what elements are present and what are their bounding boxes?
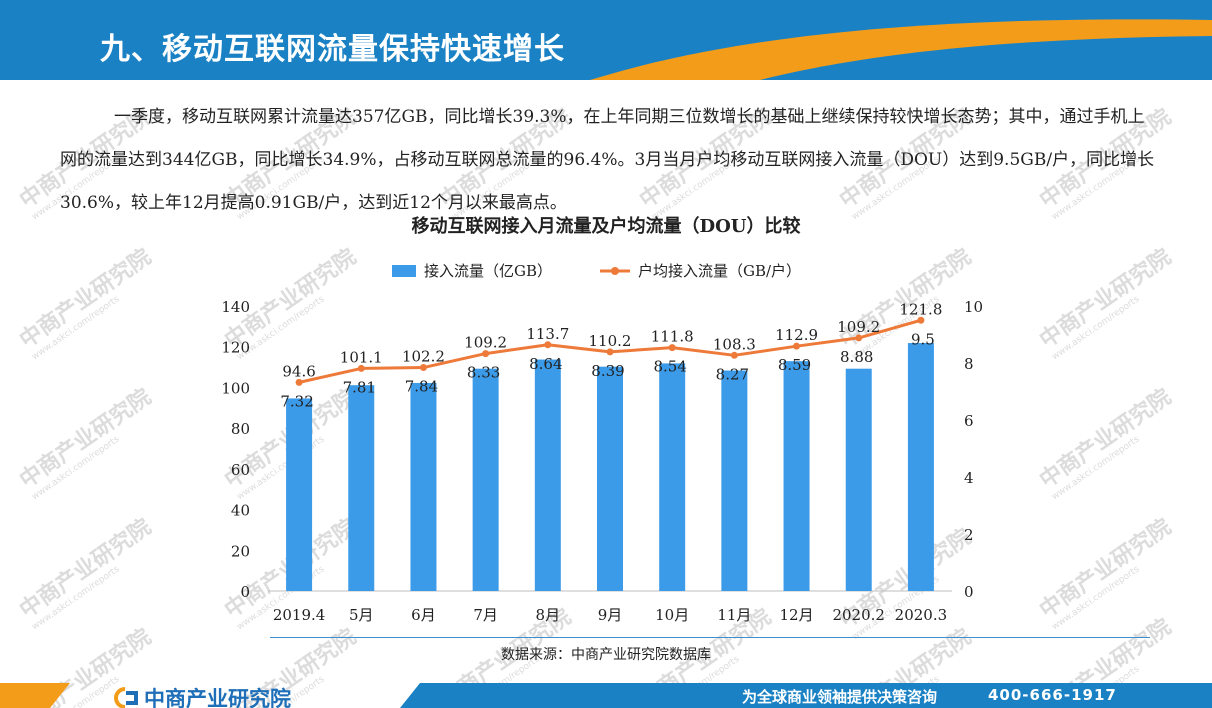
y-right-tick-label: 8	[964, 355, 974, 373]
bar-data-label: 94.6	[282, 362, 315, 380]
line-data-label: 8.88	[840, 348, 873, 366]
x-tick-label: 12月	[779, 606, 813, 624]
x-tick-label: 6月	[411, 606, 436, 624]
legend-item-dou: 户均接入流量（GB/户）	[600, 260, 801, 281]
bar	[534, 359, 561, 591]
x-tick-label: 10月	[655, 606, 689, 624]
line-data-label: 8.39	[591, 362, 624, 380]
line-data-label: 8.59	[778, 356, 811, 374]
x-tick-label: 2020.2	[832, 606, 885, 624]
chart-title: 移动互联网接入月流量及户均流量（DOU）比较	[411, 216, 801, 237]
bar-data-label: 110.2	[589, 332, 632, 350]
bar	[907, 343, 934, 591]
line-point	[793, 342, 801, 350]
x-tick-label: 7月	[473, 606, 498, 624]
bar-data-label: 108.3	[713, 335, 756, 353]
logo-icon	[114, 687, 138, 708]
footer-logo: 中商产业研究院	[112, 683, 291, 708]
bar	[472, 368, 499, 591]
bar	[845, 368, 872, 591]
y-right-tick-label: 0	[964, 583, 974, 601]
page-title: 九、移动互联网流量保持快速增长	[100, 32, 565, 67]
y-left-tick-label: 20	[231, 542, 250, 560]
legend-label-traffic: 接入流量（亿GB）	[424, 262, 553, 280]
line-point	[668, 344, 676, 352]
line-point	[482, 350, 490, 358]
footer-phone: 400-666-1917	[988, 686, 1117, 704]
x-tick-label: 11月	[717, 606, 751, 624]
x-tick-label: 2019.4	[273, 606, 326, 624]
line-point	[357, 364, 365, 372]
line-data-label: 8.64	[529, 355, 562, 373]
bar-data-label: 121.8	[899, 300, 942, 318]
bar	[659, 363, 686, 591]
line-point	[295, 378, 303, 386]
footer-slogan: 为全球商业领袖提供决策咨询	[742, 688, 938, 706]
line-data-label: 7.81	[343, 378, 376, 396]
bar	[783, 361, 810, 591]
bar-data-label: 112.9	[775, 326, 818, 344]
x-tick-label: 8月	[536, 606, 561, 624]
y-right-tick-label: 10	[964, 298, 983, 316]
y-right-tick-label: 6	[964, 412, 974, 430]
y-left-tick-label: 100	[221, 379, 250, 397]
bar	[348, 385, 375, 591]
line-data-label: 8.27	[716, 365, 749, 383]
header-banner: 九、移动互联网流量保持快速增长	[0, 0, 1212, 80]
line-data-label: 7.84	[405, 378, 438, 396]
data-source: 数据来源：中商产业研究院数据库	[501, 647, 711, 663]
bar-data-label: 113.7	[526, 325, 569, 343]
y-right-tick-label: 4	[964, 469, 974, 487]
line-data-label: 9.5	[911, 330, 935, 348]
legend-swatch-bar	[392, 264, 416, 277]
bar	[721, 370, 748, 591]
legend-item-traffic: 接入流量（亿GB）	[392, 260, 552, 281]
bar-data-label: 111.8	[651, 328, 694, 346]
x-tick-label: 5月	[349, 606, 374, 624]
bar	[597, 366, 623, 591]
y-left-tick-label: 0	[240, 583, 250, 601]
y-left-tick-label: 60	[231, 461, 250, 479]
line-point	[606, 348, 614, 356]
bar-data-label: 109.2	[837, 318, 880, 336]
bar	[410, 382, 437, 591]
legend-label-dou: 户均接入流量（GB/户）	[638, 262, 802, 280]
y-left-tick-label: 40	[231, 502, 250, 520]
legend-swatch-line	[600, 266, 630, 275]
x-tick-label: 2020.3	[895, 606, 948, 624]
y-left-tick-label: 120	[221, 339, 250, 357]
line-point	[855, 334, 863, 342]
y-left-tick-label: 80	[231, 420, 250, 438]
header-shape	[0, 0, 1212, 80]
line-data-label: 8.54	[653, 358, 686, 376]
summary-paragraph: 一季度，移动互联网累计流量达357亿GB，同比增长39.3%，在上年同期三位数增…	[60, 107, 1155, 213]
source-divider	[270, 637, 1150, 638]
footer-bar	[0, 683, 1212, 708]
line-point	[917, 316, 925, 324]
bar	[286, 398, 313, 591]
line-point	[544, 341, 552, 349]
x-tick-label: 9月	[598, 606, 623, 624]
logo-text: 中商产业研究院	[144, 687, 291, 708]
bar-data-label: 101.1	[340, 348, 383, 366]
chart-legend: 接入流量（亿GB） 户均接入流量（GB/户）	[0, 260, 1212, 282]
bar-data-label: 109.2	[464, 334, 507, 352]
line-data-label: 8.33	[467, 364, 500, 382]
footer-shape	[0, 683, 1212, 708]
y-right-tick-label: 2	[964, 526, 974, 544]
bar-data-label: 102.2	[402, 348, 445, 366]
line-point	[419, 364, 427, 372]
line-data-label: 7.32	[280, 392, 313, 410]
y-left-tick-label: 140	[221, 298, 250, 316]
line-point	[730, 351, 738, 359]
